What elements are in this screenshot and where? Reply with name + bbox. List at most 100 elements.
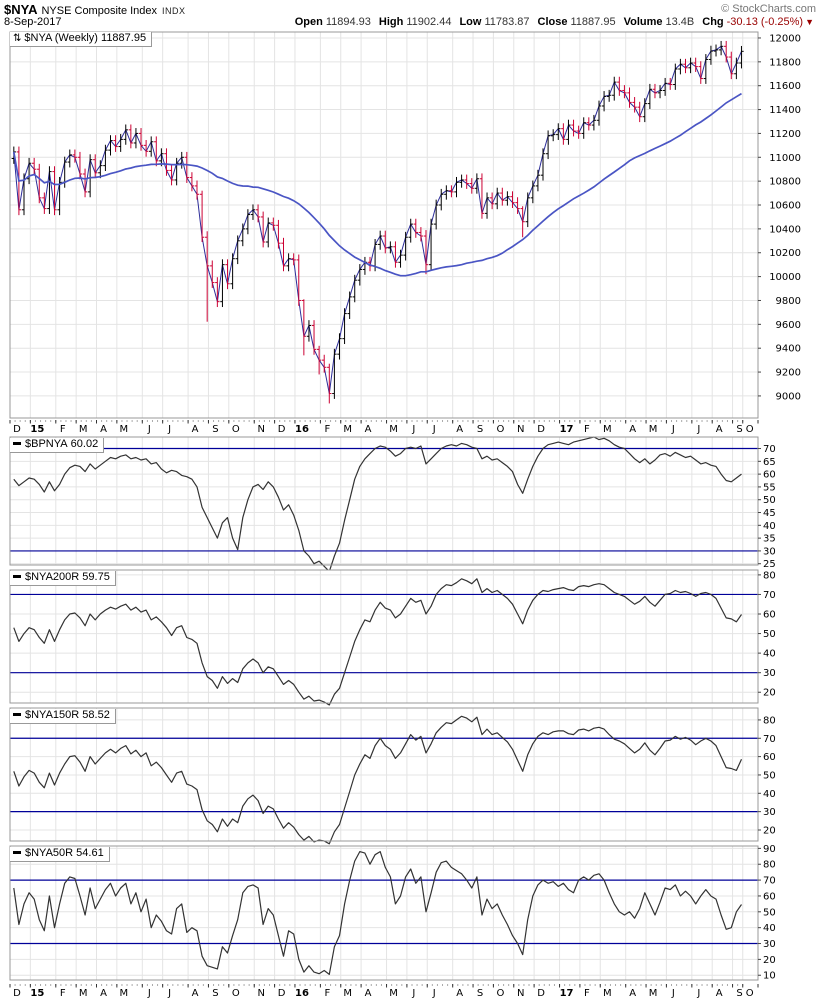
svg-text:A: A [629, 988, 636, 999]
svg-text:30: 30 [763, 807, 776, 818]
svg-text:F: F [584, 424, 590, 435]
price-panel-label: ⇅ $NYA (Weekly) 11887.95 [10, 32, 153, 47]
quote-date: 8-Sep-2017 [4, 16, 62, 28]
svg-text:55: 55 [763, 482, 776, 493]
low-value: 11783.87 [484, 16, 530, 28]
svg-text:20: 20 [763, 688, 776, 699]
svg-text:11800: 11800 [769, 57, 801, 68]
chart-header: $NYA NYSE Composite Index INDX © StockChar… [4, 1, 816, 17]
svg-text:O: O [746, 988, 754, 999]
svg-text:17: 17 [560, 424, 574, 435]
svg-text:J: J [147, 424, 151, 435]
bpnya-symbol: $BPNYA [25, 438, 68, 450]
svg-text:J: J [411, 424, 415, 435]
svg-text:11400: 11400 [769, 105, 801, 116]
bpnya-panel-label: $BPNYA 60.02 [10, 438, 105, 453]
svg-text:A: A [365, 424, 372, 435]
high-value: 11902.44 [406, 16, 452, 28]
svg-text:J: J [671, 424, 675, 435]
svg-text:50: 50 [763, 495, 776, 506]
svg-text:J: J [147, 988, 151, 999]
svg-text:A: A [192, 424, 199, 435]
svg-text:N: N [258, 424, 265, 435]
svg-text:16: 16 [295, 988, 309, 999]
svg-text:N: N [517, 424, 524, 435]
price-panel-value: 11887.95 [101, 32, 147, 44]
svg-text:A: A [456, 424, 463, 435]
svg-text:O: O [232, 424, 240, 435]
svg-text:D: D [13, 424, 21, 435]
svg-text:A: A [716, 424, 723, 435]
volume-value: 13.4B [665, 16, 695, 28]
svg-text:J: J [696, 988, 700, 999]
svg-text:12000: 12000 [769, 33, 801, 44]
svg-text:9000: 9000 [776, 391, 801, 402]
svg-text:J: J [167, 988, 171, 999]
line-swatch-icon [13, 713, 21, 716]
svg-text:80: 80 [763, 570, 776, 581]
svg-text:10000: 10000 [769, 272, 801, 283]
svg-text:70: 70 [763, 734, 776, 745]
svg-text:9400: 9400 [776, 344, 801, 355]
svg-text:A: A [629, 424, 636, 435]
bpnya-value: 60.02 [70, 438, 99, 450]
svg-text:10600: 10600 [769, 201, 801, 212]
stockcharts-copyright-link[interactable]: © StockCharts.com [721, 3, 816, 15]
svg-text:20: 20 [763, 825, 776, 836]
nya50r-symbol: $NYA50R [25, 847, 74, 859]
chg-label: Chg [702, 16, 724, 28]
nya200r-panel-label: $NYA200R 59.75 [10, 571, 116, 586]
svg-text:15: 15 [30, 988, 44, 999]
svg-text:M: M [79, 988, 88, 999]
svg-text:M: M [120, 424, 129, 435]
close-value: 11887.95 [570, 16, 616, 28]
svg-text:M: M [79, 424, 88, 435]
svg-text:N: N [517, 988, 524, 999]
svg-text:9800: 9800 [776, 296, 801, 307]
svg-text:30: 30 [763, 546, 776, 557]
svg-text:A: A [192, 988, 199, 999]
svg-text:O: O [496, 424, 504, 435]
chg-down-arrow-icon: ▼ [805, 17, 814, 27]
quote-summary: Open 11894.93 High 11902.44 Low 11783.87 Close… [287, 16, 814, 28]
svg-text:M: M [120, 988, 129, 999]
svg-text:50: 50 [763, 770, 776, 781]
line-swatch-icon [13, 575, 21, 578]
svg-text:S: S [212, 424, 218, 435]
svg-text:J: J [696, 424, 700, 435]
svg-text:S: S [736, 988, 742, 999]
quote-row: 8-Sep-2017 Open 11894.93 High 11902.44 Low 11… [4, 15, 816, 29]
nya150r-panel-label: $NYA150R 58.52 [10, 709, 116, 724]
high-label: High [378, 16, 404, 28]
svg-text:10400: 10400 [769, 224, 801, 235]
svg-text:30: 30 [763, 668, 776, 679]
svg-text:80: 80 [763, 860, 776, 871]
svg-text:16: 16 [295, 424, 309, 435]
svg-text:F: F [325, 424, 331, 435]
volume-label: Volume [623, 16, 663, 28]
nya200r-value: 59.75 [82, 571, 110, 583]
svg-text:60: 60 [763, 891, 776, 902]
svg-text:D: D [537, 988, 545, 999]
svg-text:50: 50 [763, 629, 776, 640]
svg-text:J: J [671, 988, 675, 999]
svg-text:30: 30 [763, 939, 776, 950]
svg-text:20: 20 [763, 955, 776, 966]
svg-text:J: J [432, 988, 436, 999]
svg-text:F: F [60, 988, 66, 999]
svg-text:D: D [278, 988, 286, 999]
svg-text:A: A [365, 988, 372, 999]
nya150r-value: 58.52 [82, 709, 110, 721]
svg-text:M: M [343, 988, 352, 999]
svg-text:25: 25 [763, 559, 776, 570]
close-label: Close [537, 16, 568, 28]
svg-text:A: A [716, 988, 723, 999]
nya200r-symbol: $NYA200R [25, 571, 80, 583]
nya50r-panel-label: $NYA50R 54.61 [10, 847, 110, 862]
svg-text:40: 40 [763, 649, 776, 660]
svg-text:O: O [232, 988, 240, 999]
svg-text:S: S [477, 988, 483, 999]
svg-text:D: D [278, 424, 286, 435]
svg-text:J: J [167, 424, 171, 435]
